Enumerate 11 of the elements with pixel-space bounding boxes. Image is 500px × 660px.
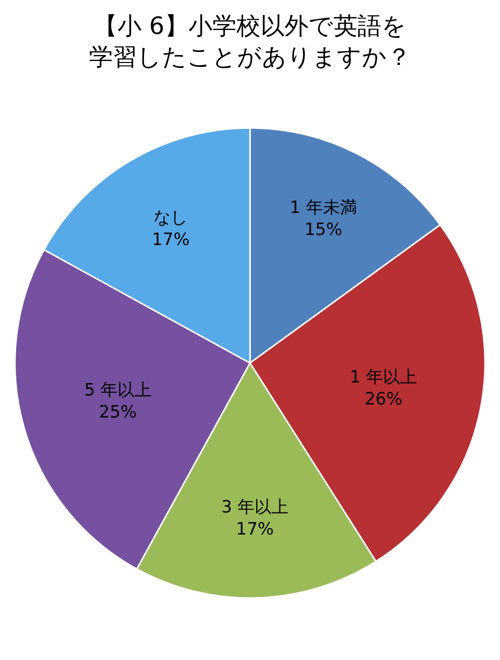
data-label: 15% [304, 220, 342, 240]
slice-label: 3 年以上 [221, 498, 289, 518]
data-label: 17% [236, 520, 274, 540]
chart-title: 【小 6】小学校以外で英語を学習したことがありますか？ [89, 12, 411, 72]
slice-label: 5 年以上 [84, 380, 152, 400]
data-label: 17% [152, 230, 190, 250]
data-label: 26% [364, 390, 402, 410]
slice-label: なし [154, 208, 188, 228]
data-label: 25% [98, 402, 137, 422]
slice-label: 1 年以上 [350, 367, 418, 388]
slice-label: 1 年未満 [290, 198, 357, 218]
